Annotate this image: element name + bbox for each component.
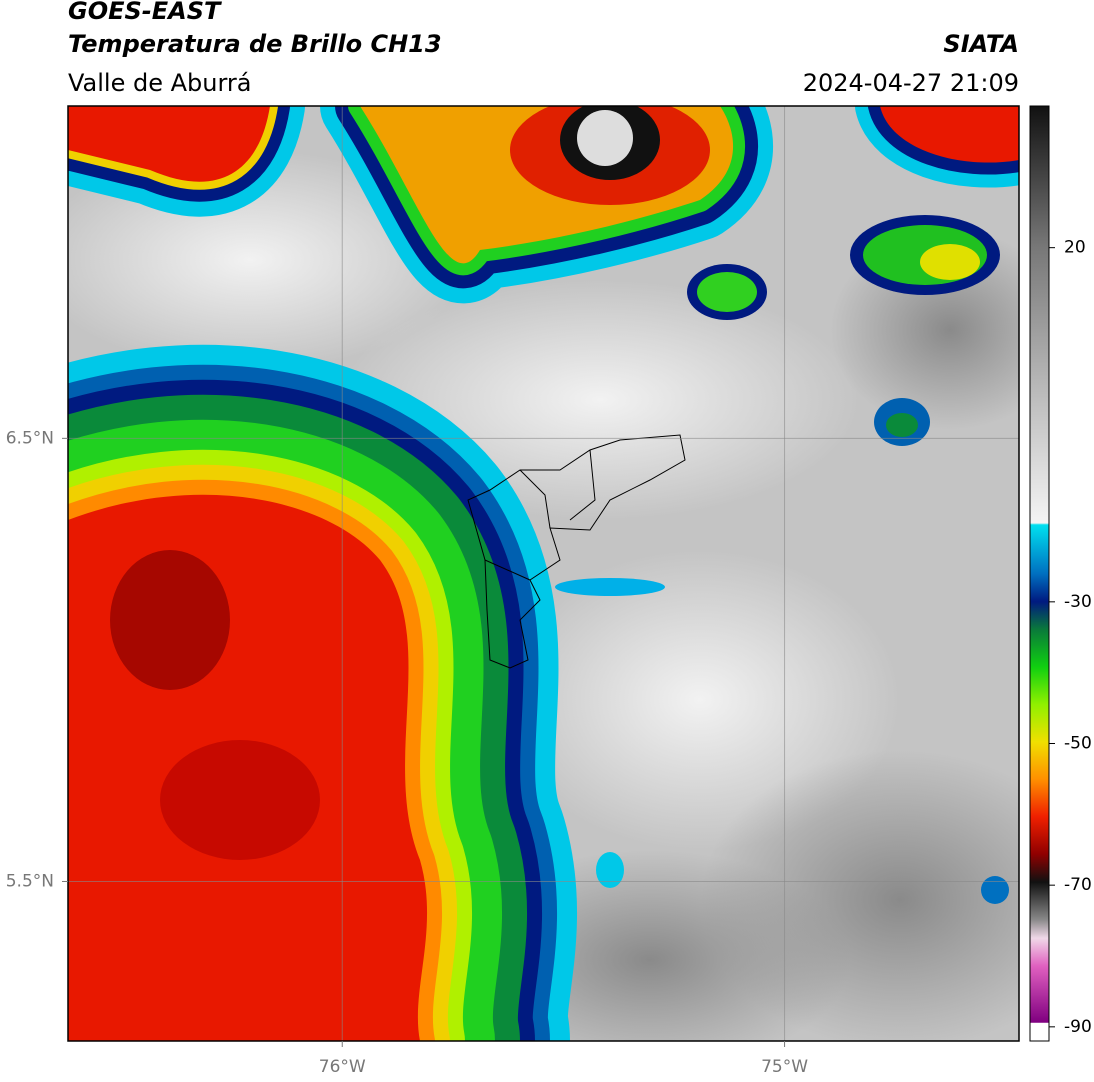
x-tick-label: 75°W <box>761 1057 808 1077</box>
title: GOES-EAST <box>68 0 222 25</box>
source: SIATA <box>943 30 1019 58</box>
colorbar-label: -50 <box>1064 734 1092 754</box>
colorbar-label: -90 <box>1064 1017 1092 1037</box>
x-tick-label: 76°W <box>319 1057 366 1077</box>
colorbar-label: -30 <box>1064 592 1092 612</box>
colorbar-label: 20 <box>1064 238 1086 258</box>
colorbar-label: -70 <box>1064 875 1092 895</box>
satellite-image <box>68 106 1019 1041</box>
map-frame <box>67 105 1020 1042</box>
region: Valle de Aburrá <box>68 69 252 97</box>
y-tick-label: 6.5°N <box>6 428 54 448</box>
y-tick-label: 5.5°N <box>6 871 54 891</box>
datetime: 2024-04-27 21:09 <box>803 69 1019 97</box>
subtitle: Temperatura de Brillo CH13 <box>68 30 442 58</box>
colorbar <box>1029 105 1050 1042</box>
